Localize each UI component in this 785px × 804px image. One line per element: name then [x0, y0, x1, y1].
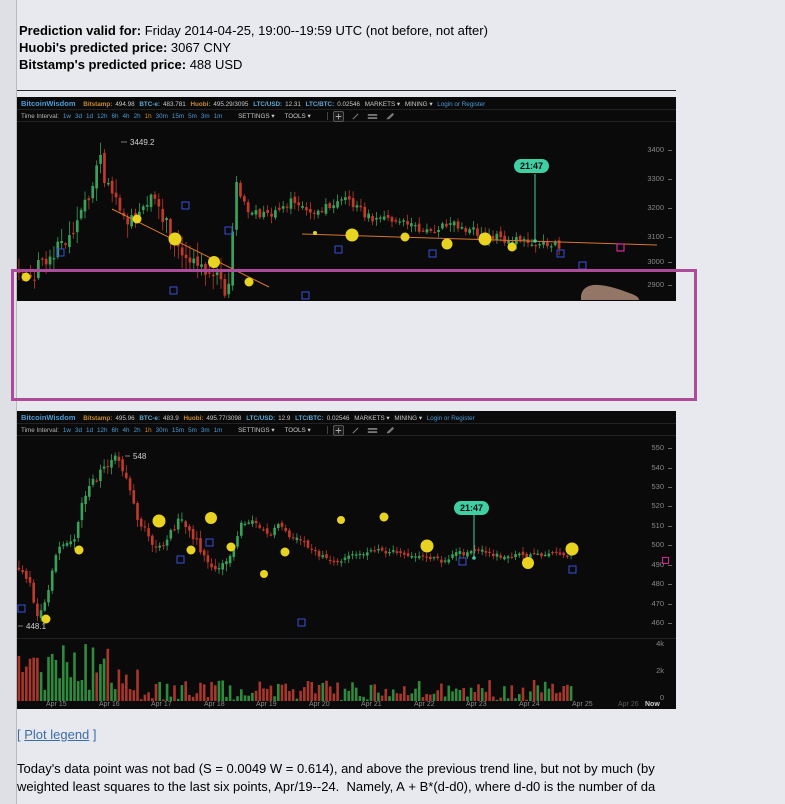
svg-text:548: 548 [133, 452, 147, 461]
svg-text:448.1: 448.1 [26, 622, 47, 631]
svg-text:3449.2: 3449.2 [130, 138, 155, 147]
